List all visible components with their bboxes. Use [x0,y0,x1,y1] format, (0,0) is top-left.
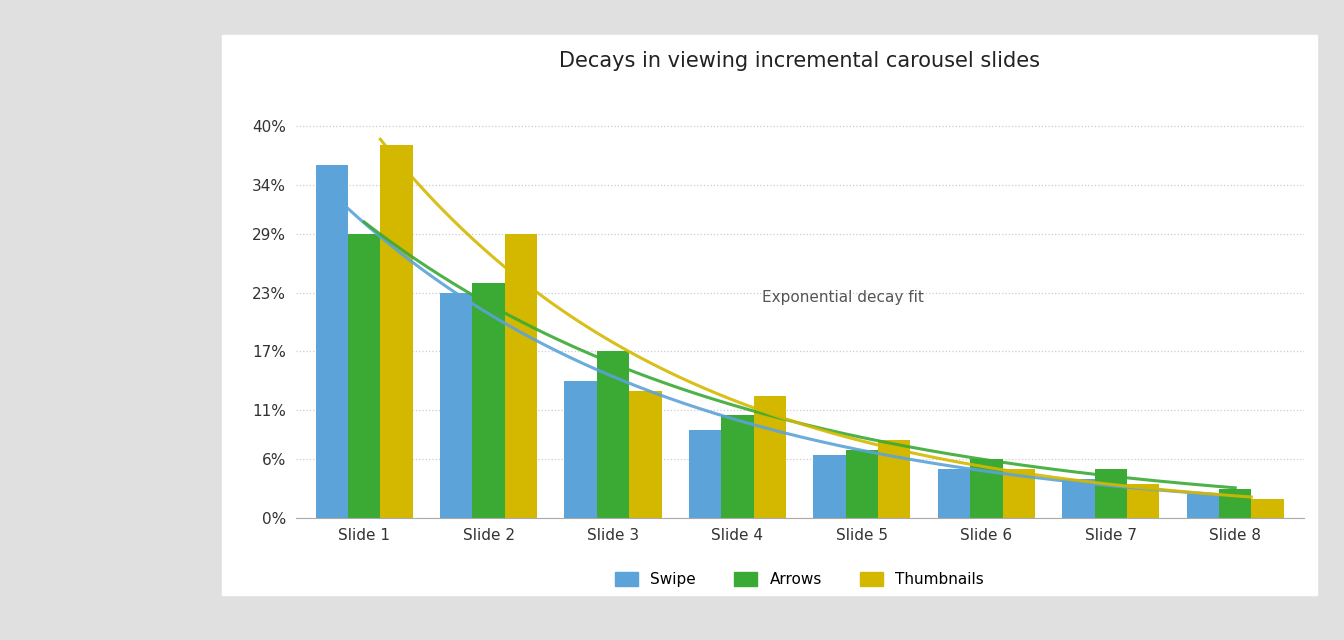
Bar [689,430,722,518]
Bar [845,450,878,518]
Bar [1128,484,1160,518]
Bar [1187,494,1219,518]
Bar [439,292,472,518]
Bar [380,145,413,518]
Bar [754,396,786,518]
Legend: Swipe, Arrows, Thumbnails: Swipe, Arrows, Thumbnails [607,564,992,595]
Bar [938,469,970,518]
Bar [1062,479,1094,518]
Title: Decays in viewing incremental carousel slides: Decays in viewing incremental carousel s… [559,51,1040,71]
Bar [722,415,754,518]
Bar [564,381,597,518]
Bar [1094,469,1128,518]
Bar [1219,489,1251,518]
Bar [970,460,1003,518]
Bar [597,351,629,518]
Bar [629,391,661,518]
Bar [505,234,538,518]
Bar [878,440,910,518]
Bar [348,234,380,518]
Bar [1003,469,1035,518]
Bar [813,454,845,518]
Bar [1251,499,1284,518]
Text: Exponential decay fit: Exponential decay fit [762,290,925,305]
Bar [316,165,348,518]
Bar [472,283,505,518]
